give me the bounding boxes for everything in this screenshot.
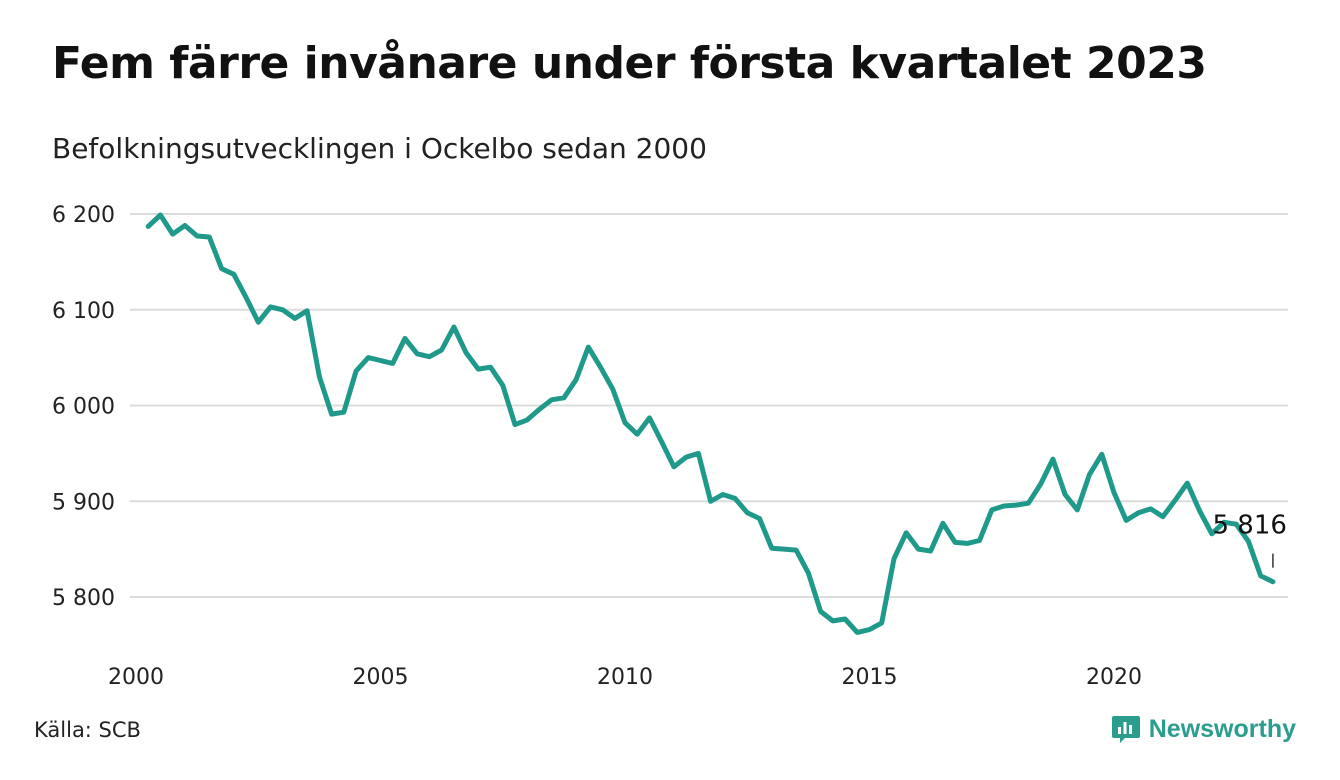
x-tick-label: 2010 (597, 665, 653, 690)
y-tick-label: 6 100 (52, 299, 115, 324)
y-tick-label: 6 200 (52, 203, 115, 228)
series-line (145, 212, 1276, 635)
brand-logo: Newsworthy (1111, 714, 1296, 744)
x-tick-label: 2015 (842, 665, 898, 690)
newsworthy-logo-icon (1111, 716, 1140, 743)
x-tick-label: 2020 (1086, 665, 1142, 690)
chart-subtitle: Befolkningsutvecklingen i Ockelbo sedan … (52, 132, 707, 165)
y-tick-label: 5 800 (52, 586, 115, 611)
y-tick-label: 6 000 (52, 395, 115, 420)
source-note: Källa: SCB (34, 718, 141, 742)
chart-title: Fem färre invånare under första kvartale… (52, 38, 1207, 89)
y-tick-label: 5 900 (52, 490, 115, 515)
annotation-label: 5 816 (1212, 511, 1286, 541)
line-chart: 6 200 6 100 6 000 5 900 5 800 2000 2005 2010 201… (52, 203, 1288, 690)
brand-name: Newsworthy (1148, 714, 1296, 743)
x-tick-label: 2005 (353, 665, 409, 690)
x-tick-label: 2000 (108, 665, 164, 690)
